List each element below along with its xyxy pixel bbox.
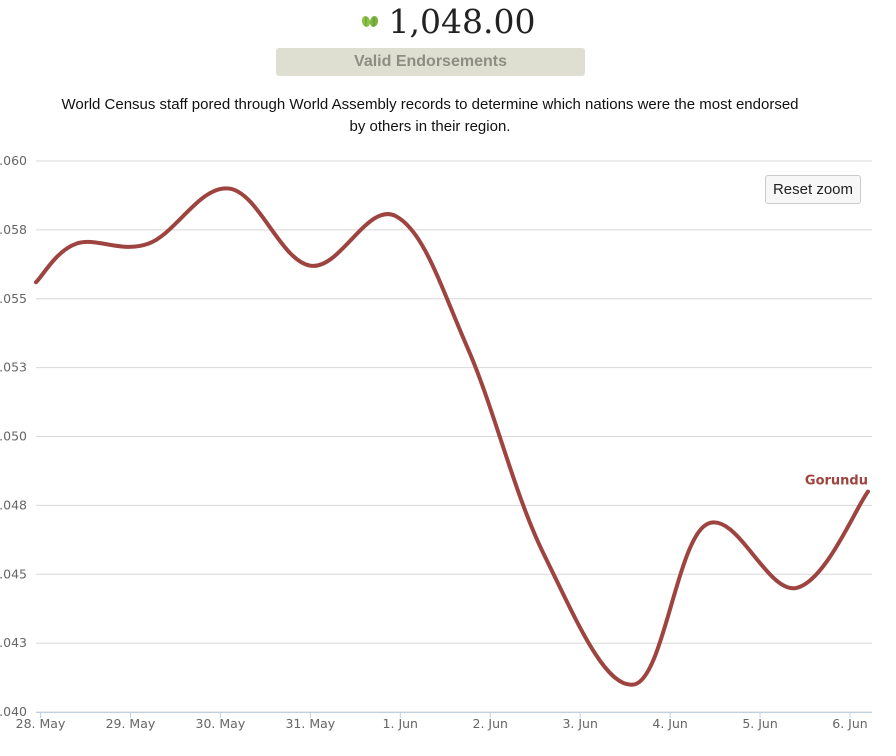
x-axis: 28. May 29. May 30. May 31. May 1. Jun 2. Jun… — [16, 712, 872, 731]
series-line[interactable] — [34, 186, 870, 687]
y-tick-label: .043 — [0, 635, 27, 650]
x-tick-label: 6. Jun — [832, 716, 867, 731]
y-tick-label: .045 — [0, 566, 27, 581]
series-group: Gorundu — [34, 186, 870, 687]
x-tick-label: 30. May — [196, 716, 246, 731]
y-axis-ticks: .040 .043 .045 .048 .050 .053 .055 .058 .060 — [0, 153, 27, 719]
y-tick-label: .058 — [0, 222, 27, 237]
y-tick-label: .050 — [0, 429, 27, 444]
census-value: 1,048.00 — [0, 2, 896, 41]
grid-lines — [36, 160, 872, 713]
series-label: Gorundu — [805, 474, 868, 489]
y-tick-label: .040 — [0, 704, 27, 719]
reset-zoom-button[interactable]: Reset zoom — [765, 175, 861, 204]
y-tick-label: .060 — [0, 153, 27, 168]
x-tick-label: 29. May — [106, 716, 156, 731]
leaf-icon — [361, 16, 378, 27]
x-tick-label: 5. Jun — [742, 716, 777, 731]
census-value-text: 1,048.00 — [388, 2, 536, 41]
x-tick-label: 1. Jun — [383, 716, 418, 731]
census-badge: Valid Endorsements — [276, 48, 585, 76]
x-tick-label: 28. May — [16, 716, 66, 731]
x-tick-label: 31. May — [285, 716, 335, 731]
y-tick-label: .048 — [0, 497, 27, 512]
x-tick-label: 3. Jun — [562, 716, 597, 731]
x-tick-label: 4. Jun — [652, 716, 687, 731]
census-description: World Census staff pored through World A… — [61, 96, 799, 135]
y-tick-label: .053 — [0, 360, 27, 375]
x-tick-label: 2. Jun — [473, 716, 508, 731]
y-tick-label: .055 — [0, 291, 27, 306]
